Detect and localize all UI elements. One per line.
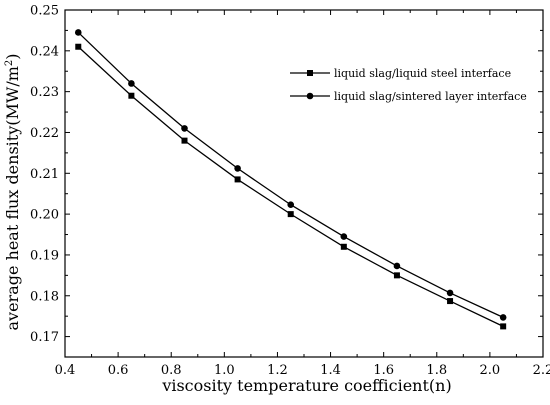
- y-tick-label: 0.20: [30, 208, 59, 223]
- series-line: [77, 46, 504, 327]
- y-tick-label: 0.17: [30, 330, 59, 345]
- data-point: [340, 243, 347, 250]
- data-point: [393, 272, 400, 279]
- legend-marker: [307, 70, 313, 76]
- y-axis-title-tail: ): [3, 53, 22, 59]
- legend-item: liquid slag/sintered layer interface: [290, 90, 527, 103]
- data-point: [74, 29, 82, 36]
- data-point: [75, 43, 82, 50]
- x-tick-label: 1.0: [214, 363, 235, 378]
- data-point: [447, 298, 454, 305]
- y-axis-title-superscript: 2: [4, 60, 15, 66]
- series-circle: [74, 29, 507, 321]
- x-tick-label: 1.6: [373, 363, 394, 378]
- x-tick-label: 2.0: [480, 363, 501, 378]
- data-point: [181, 137, 188, 144]
- data-point: [446, 289, 454, 297]
- x-tick-label: 0.6: [108, 363, 129, 378]
- legend-label: liquid slag/liquid steel interface: [334, 67, 511, 80]
- x-tick-label: 1.2: [267, 363, 288, 378]
- legend: liquid slag/liquid steel interface liquid…: [290, 67, 527, 103]
- data-point: [499, 314, 507, 321]
- data-point: [181, 125, 188, 132]
- y-tick-label: 0.23: [30, 85, 59, 100]
- data-point: [393, 262, 401, 270]
- x-tick-label: 1.8: [426, 363, 447, 378]
- y-tick-label: 0.24: [30, 44, 59, 59]
- y-tick-label: 0.22: [30, 126, 59, 141]
- data-point: [234, 165, 241, 172]
- data-point: [340, 233, 348, 240]
- y-axis-title-main: average heat flux density(MW/m: [3, 66, 22, 330]
- data-point: [128, 80, 135, 87]
- x-tick-label: 2.2: [533, 363, 550, 378]
- legend-label: liquid slag/sintered layer interface: [334, 90, 527, 103]
- legend-item: liquid slag/liquid steel interface: [290, 67, 511, 80]
- x-axis-title: viscosity temperature coefficient(n): [161, 376, 451, 395]
- y-tick-label: 0.18: [30, 289, 59, 304]
- series-square: [75, 43, 507, 330]
- plot-frame: [64, 9, 544, 358]
- data-point: [500, 323, 507, 330]
- x-tick-label: 0.8: [161, 363, 182, 378]
- y-tick-label: 0.25: [30, 4, 59, 19]
- data-point: [287, 201, 295, 209]
- y-axis-title: average heat flux density(MW/m2): [3, 53, 22, 330]
- y-tick-label: 0.21: [30, 167, 59, 182]
- axes-layer: 0.4 0.6 0.8 1.0 1.2 1.4 1.6 1.8 2.0 2.2 0.17 0.18 0.…: [30, 4, 550, 379]
- series-layer: [74, 29, 507, 330]
- y-tick-label: 0.19: [30, 248, 59, 263]
- data-point: [287, 211, 294, 218]
- x-tick-label: 0.4: [55, 363, 76, 378]
- data-point: [128, 92, 135, 99]
- x-tick-label: 1.4: [320, 363, 341, 378]
- data-point: [234, 176, 241, 183]
- legend-marker: [306, 92, 314, 100]
